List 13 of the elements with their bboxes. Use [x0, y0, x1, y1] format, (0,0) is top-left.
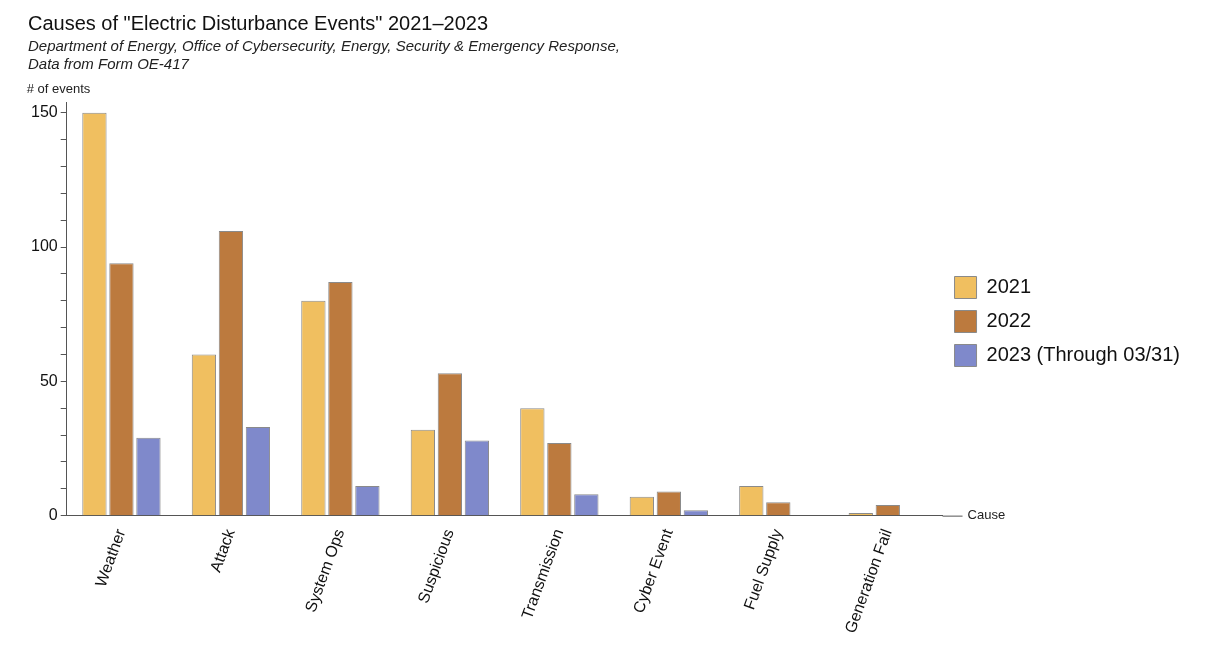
chart-title: Causes of "Electric Disturbance Events" 2021–2023: [28, 11, 489, 34]
legend-label: 2022: [986, 309, 1032, 332]
x-axis-title: Cause: [967, 507, 1006, 523]
legend-label: 2021: [986, 275, 1032, 298]
legend-label: 2023 (Through 03/31): [986, 343, 1180, 366]
chart-subtitle: Department of Energy, Office of Cybersecurity, Energy, Security & Emergency Response, Data from Form OE-417: [28, 37, 620, 73]
y-tick-label: 50: [39, 371, 58, 389]
y-tick-label: 0: [48, 506, 58, 524]
y-tick-label: 100: [30, 237, 58, 255]
y-tick-label: 150: [30, 103, 58, 121]
y-axis-title: # of events: [26, 81, 91, 97]
x-tick-label: Cyber Event: [629, 526, 676, 616]
x-tick-label: Attack: [206, 525, 239, 575]
